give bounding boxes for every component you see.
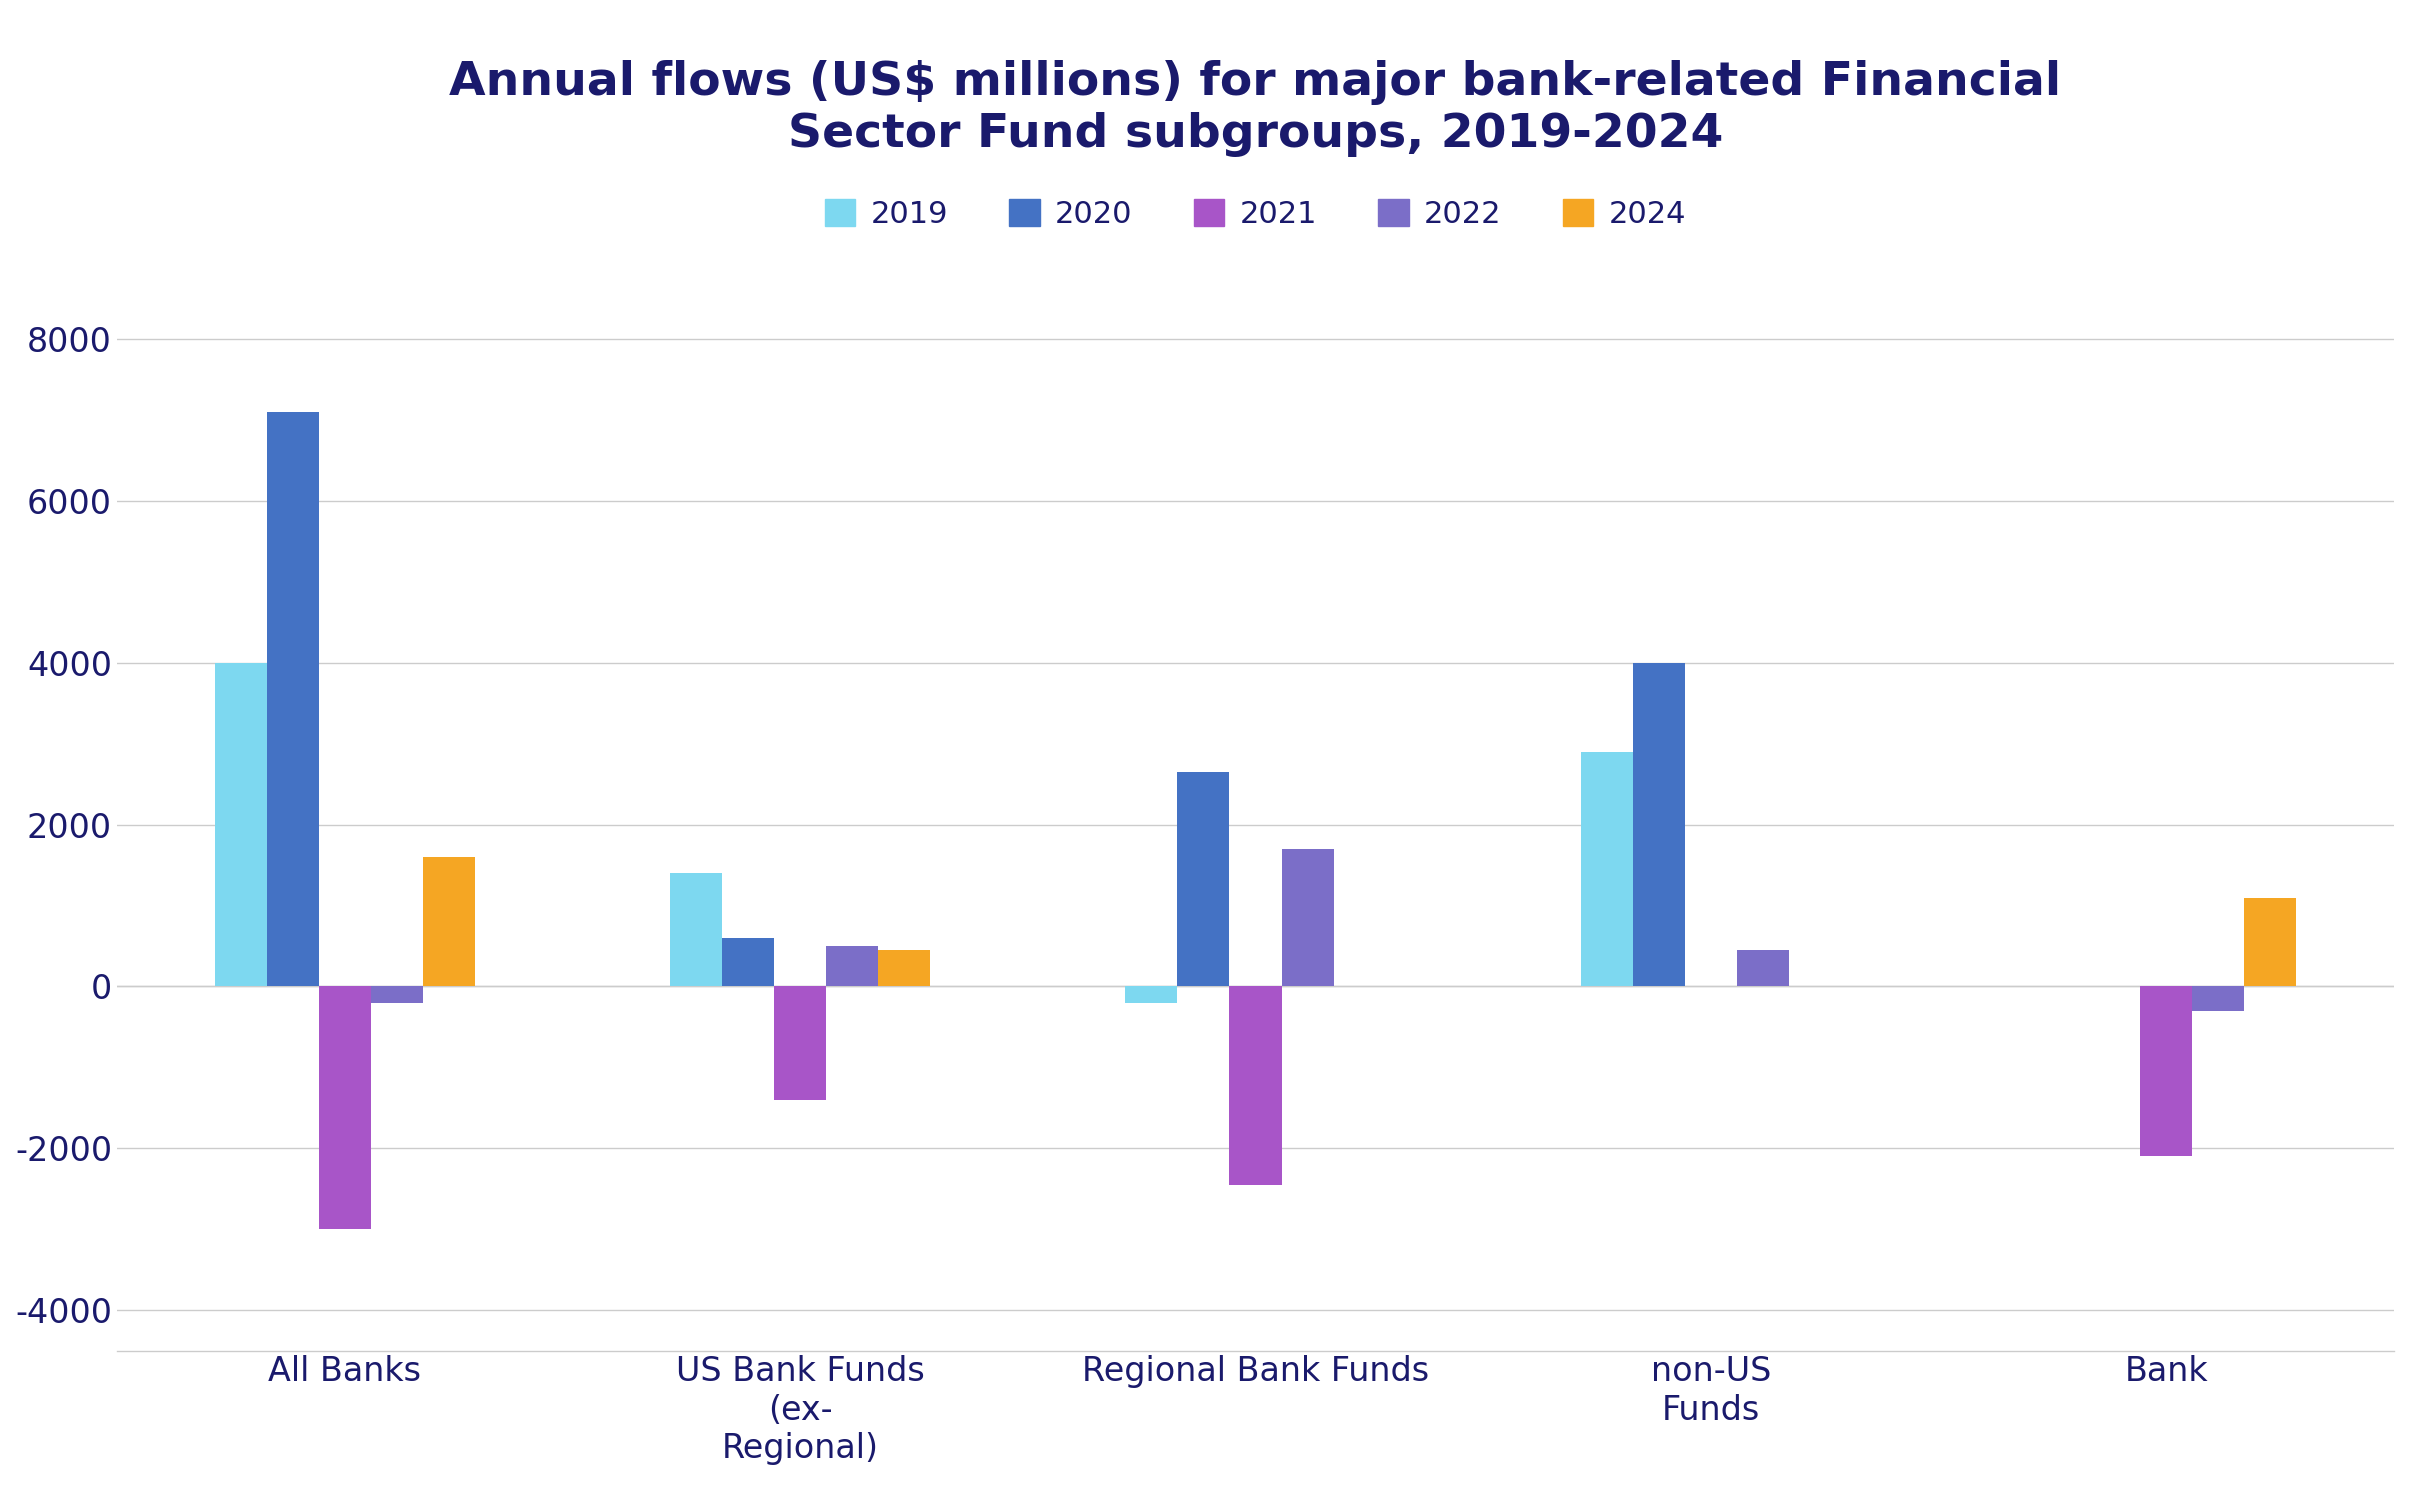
Bar xyxy=(318,986,371,1229)
Bar xyxy=(773,986,826,1099)
Legend: 2019, 2020, 2021, 2022, 2024: 2019, 2020, 2021, 2022, 2024 xyxy=(812,186,1698,242)
Bar xyxy=(267,412,318,986)
Bar xyxy=(2192,986,2245,1010)
Bar xyxy=(1178,772,1229,986)
Bar xyxy=(1633,663,1684,986)
Bar xyxy=(826,947,879,986)
Bar xyxy=(2139,986,2192,1157)
Bar xyxy=(723,938,773,986)
Bar xyxy=(1737,950,1790,986)
Bar xyxy=(1580,752,1633,986)
Bar xyxy=(2245,897,2296,986)
Bar xyxy=(1125,986,1178,1003)
Bar xyxy=(214,663,267,986)
Bar xyxy=(371,986,422,1003)
Bar xyxy=(879,950,930,986)
Bar xyxy=(1229,986,1282,1185)
Bar xyxy=(422,858,475,986)
Bar xyxy=(670,873,723,986)
Bar xyxy=(1282,849,1335,986)
Title: Annual flows (US$ millions) for major bank-related Financial
Sector Fund subgrou: Annual flows (US$ millions) for major ba… xyxy=(450,60,2062,157)
